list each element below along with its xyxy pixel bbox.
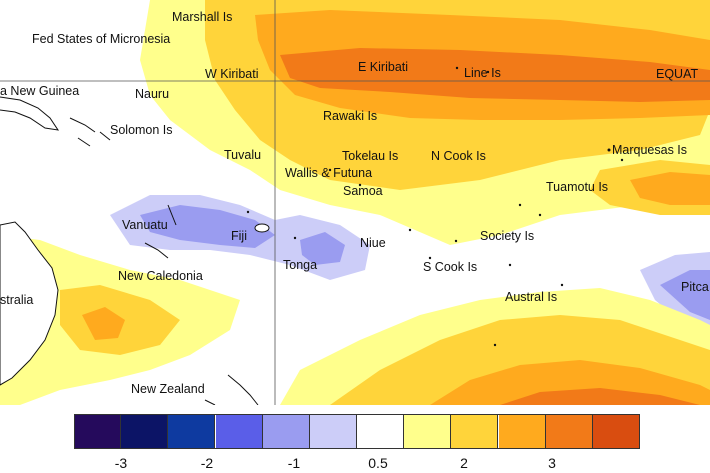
legend-tick: 0.5 [368,455,388,471]
legend-swatch [404,414,452,449]
anomaly-contour-deep-orange [280,48,710,102]
legend-tick: -3 [114,455,128,471]
label-fed-states-micronesia: Fed States of Micronesia [32,32,171,46]
legend-swatch [592,414,640,449]
fiji-island [254,223,270,233]
label-n-cook-is: N Cook Is [431,149,486,163]
label-tonga: Tonga [283,258,318,272]
anomaly-contour-blue-west [140,205,275,248]
anomaly-contour-tasman-orange [82,307,125,340]
label-vanuatu: Vanuatu [122,218,168,232]
legend-swatch [451,414,499,449]
label-solomon-is: Solomon Is [110,123,173,137]
label-society-is: Society Is [480,229,535,243]
legend-tick: 2 [460,455,468,471]
label-rawaki-is: Rawaki Is [323,109,378,123]
label-niue: Niue [360,236,386,250]
label-tuamotu-is: Tuamotu Is [546,180,609,194]
legend-swatch [74,414,122,449]
label-papua-new-guinea: a New Guinea [0,84,80,98]
label-fiji: Fiji [231,229,247,243]
new-caledonia-outline [144,242,169,259]
legend-tick: 3 [548,455,556,471]
label-marshall-is: Marshall Is [172,10,233,24]
label-tokelau-is: Tokelau Is [342,149,399,163]
label-australia: stralia [0,293,34,307]
anomaly-contour-blue-tonga [300,232,345,265]
label-pitcairn: Pitca [681,280,709,294]
anomaly-contour-blue-east [660,270,710,320]
legend-swatch [545,414,593,449]
label-e-kiribati: E Kiribati [358,60,409,74]
label-austral-is: Austral Is [505,290,558,304]
solomon-islands-outline [69,117,111,147]
label-marquesas-is: Marquesas Is [612,143,688,157]
label-tuvalu: Tuvalu [224,148,262,162]
legend-swatch [309,414,357,449]
label-w-kiribati: W Kiribati [205,67,259,81]
label-s-cook-is: S Cook Is [423,260,478,274]
color-legend: -3 -2 -1 0.5 2 3 [0,405,710,473]
legend-swatch [357,414,405,449]
label-new-caledonia: New Caledonia [118,269,203,283]
legend-swatch [121,414,169,449]
new-guinea-coastline [0,96,60,131]
legend-swatch [498,414,546,449]
australia-coastline [0,221,59,386]
island-dots [246,66,624,347]
label-wallis-futuna: Wallis & Futuna [285,166,373,180]
legend-swatch [168,414,216,449]
label-new-zealand: New Zealand [131,382,205,396]
anomaly-map-canvas [0,0,710,405]
label-samoa: Samoa [343,184,383,198]
new-zealand-coastline [204,374,259,405]
label-nauru: Nauru [135,87,170,101]
vanuatu-outline [167,204,177,226]
legend-swatch [262,414,310,449]
legend-swatch [215,414,263,449]
label-equator: EQUAT [656,67,699,81]
label-line-is: Line Is [464,66,501,80]
anomaly-contour-south-deep-orange [500,388,700,405]
legend-tick: -1 [287,455,301,471]
anomaly-contour-east-orange [630,172,710,205]
legend-tick: -2 [200,455,214,471]
